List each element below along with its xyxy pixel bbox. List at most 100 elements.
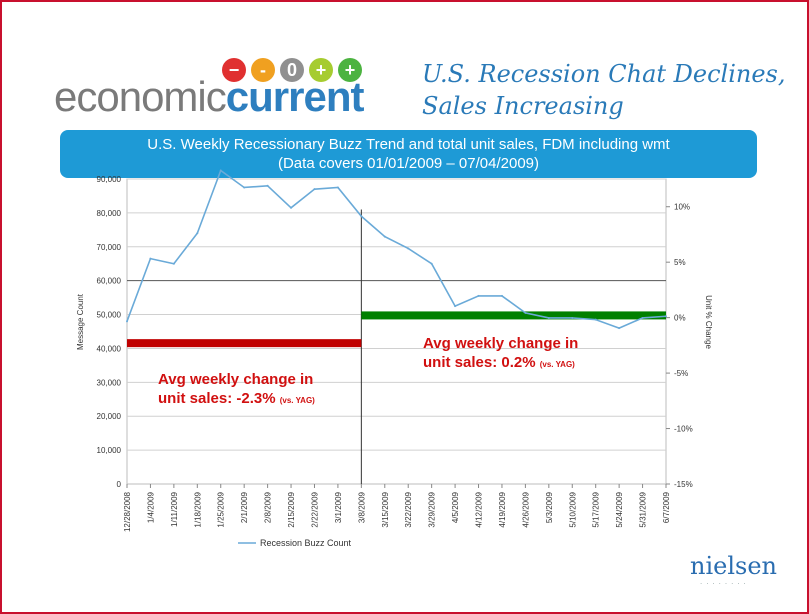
annotation-right-line-1: Avg weekly change in	[423, 335, 579, 352]
series-point	[313, 188, 316, 191]
annotation-right-line-2: unit sales: 0.2% (vs. YAG)	[423, 353, 578, 374]
logo-dots: − -0 + +	[222, 58, 362, 84]
x-tick-label: 3/29/2009	[428, 491, 437, 527]
series-point	[383, 235, 386, 238]
y-tick-label: 40,000	[97, 344, 122, 353]
legend-label: Recession Buzz Count	[260, 538, 352, 548]
series-line-recession-buzz	[126, 169, 667, 329]
x-tick-label: 5/24/2009	[615, 491, 624, 527]
x-tick-label: 4/26/2009	[521, 491, 530, 527]
slide-title-line-1: U.S. Recession Chat Declines,	[422, 60, 786, 88]
y-axis-title: Message Count	[76, 293, 85, 350]
x-tick-label: 1/25/2009	[217, 491, 226, 527]
y2-axis-title: Unit % Change	[704, 295, 713, 349]
x-tick-label: 2/15/2009	[287, 491, 296, 527]
logo: economiccurrent	[54, 73, 365, 120]
annotation-left-value: unit sales: -2.3%	[158, 390, 276, 407]
x-tick-label: 5/17/2009	[592, 491, 601, 527]
x-tick-label: 6/7/2009	[662, 491, 671, 523]
series-point	[641, 316, 644, 319]
x-tick-label: 4/5/2009	[451, 491, 460, 523]
banner-line-1: U.S. Weekly Recessionary Buzz Trend and …	[147, 136, 670, 153]
series-point	[665, 315, 667, 318]
x-tick-label: 4/19/2009	[498, 491, 507, 527]
annotation-left: Avg weekly change in unit sales: -2.3% (…	[158, 370, 315, 410]
banner-line-2: (Data covers 01/01/2009 – 07/04/2009)	[277, 155, 539, 172]
x-tick-label: 5/31/2009	[639, 491, 648, 527]
series-point	[290, 206, 293, 209]
x-tick-label: 1/18/2009	[193, 491, 202, 527]
x-tick-label: 12/28/2008	[123, 491, 132, 532]
logo-word-economic: economic	[54, 73, 227, 120]
x-tick-label: 2/8/2009	[264, 491, 273, 523]
y-tick-label: 0	[117, 480, 122, 489]
series-point	[360, 215, 363, 218]
series-point	[594, 318, 597, 321]
x-tick-label: 5/10/2009	[568, 491, 577, 527]
logo-dot-4: +	[309, 58, 333, 82]
series-point	[243, 186, 246, 189]
series-point	[571, 316, 574, 319]
x-tick-label: 1/4/2009	[146, 491, 155, 523]
series-point	[149, 257, 152, 260]
annotation-right: Avg weekly change in unit sales: 0.2% (v…	[423, 334, 578, 374]
annotation-left-line-2: unit sales: -2.3% (vs. YAG)	[158, 389, 315, 410]
x-tick-label: 3/1/2009	[334, 491, 343, 523]
series-point	[477, 294, 480, 297]
series-point	[407, 247, 410, 250]
y-tick-label: 30,000	[97, 378, 122, 387]
y-tick-label: 70,000	[97, 243, 122, 252]
annotation-right-value: unit sales: 0.2%	[423, 354, 536, 371]
x-tick-label: 2/1/2009	[240, 491, 249, 523]
y-tick-label: 20,000	[97, 412, 122, 421]
y-tick-label: 50,000	[97, 311, 122, 320]
reference-segment-2	[361, 311, 666, 320]
y2-tick-label: 0%	[674, 314, 686, 323]
plot-area	[126, 178, 667, 485]
series-point	[219, 169, 222, 172]
series-point	[336, 186, 339, 189]
series-point	[547, 316, 550, 319]
nielsen-logo-dots: ........	[700, 577, 750, 586]
chart-banner: U.S. Weekly Recessionary Buzz Trend and …	[60, 130, 757, 178]
x-tick-label: 3/22/2009	[404, 491, 413, 527]
x-tick-label: 5/3/2009	[545, 491, 554, 523]
series-point	[126, 320, 128, 323]
logo-dot-5: +	[338, 58, 362, 82]
series-point	[454, 305, 457, 308]
y2-tick-label: -15%	[674, 480, 693, 489]
x-tick-label: 1/11/2009	[170, 491, 179, 527]
annotation-right-note: (vs. YAG)	[539, 360, 575, 369]
logo-dot-3: 0	[280, 58, 304, 82]
nielsen-logo: nielsen	[690, 552, 777, 580]
logo-word-current: current	[225, 73, 365, 120]
y2-tick-label: -5%	[674, 369, 688, 378]
y2-tick-label: -10%	[674, 425, 693, 434]
series-point	[172, 262, 175, 265]
y2-tick-label: 5%	[674, 258, 686, 267]
series-point	[266, 184, 269, 187]
series-point	[524, 311, 527, 314]
y-tick-label: 60,000	[97, 277, 122, 286]
x-tick-label: 4/12/2009	[475, 491, 484, 527]
annotation-left-line-1: Avg weekly change in	[158, 371, 314, 388]
y-tick-label: 90,000	[97, 175, 122, 184]
x-tick-label: 3/15/2009	[381, 491, 390, 527]
annotation-left-note: (vs. YAG)	[279, 396, 315, 405]
logo-dot-2: -	[251, 58, 275, 82]
logo-dot-1: −	[222, 58, 246, 82]
y2-tick-label: 10%	[674, 203, 690, 212]
x-tick-label: 2/22/2009	[310, 491, 319, 527]
slide-title-line-2: Sales Increasing	[422, 92, 624, 120]
series-point	[196, 232, 199, 235]
series-point	[430, 262, 433, 265]
y-tick-label: 10,000	[97, 446, 122, 455]
series-point	[618, 327, 621, 330]
slide-title: U.S. Recession Chat Declines, Sales Incr…	[422, 58, 807, 122]
reference-segment-1	[127, 339, 362, 348]
x-tick-label: 3/8/2009	[357, 491, 366, 523]
series-point	[500, 294, 503, 297]
chart: 0 10,000 20,000 30,000 40,000 50,000 60,000 70,…	[76, 169, 713, 548]
y-tick-label: 80,000	[97, 209, 122, 218]
